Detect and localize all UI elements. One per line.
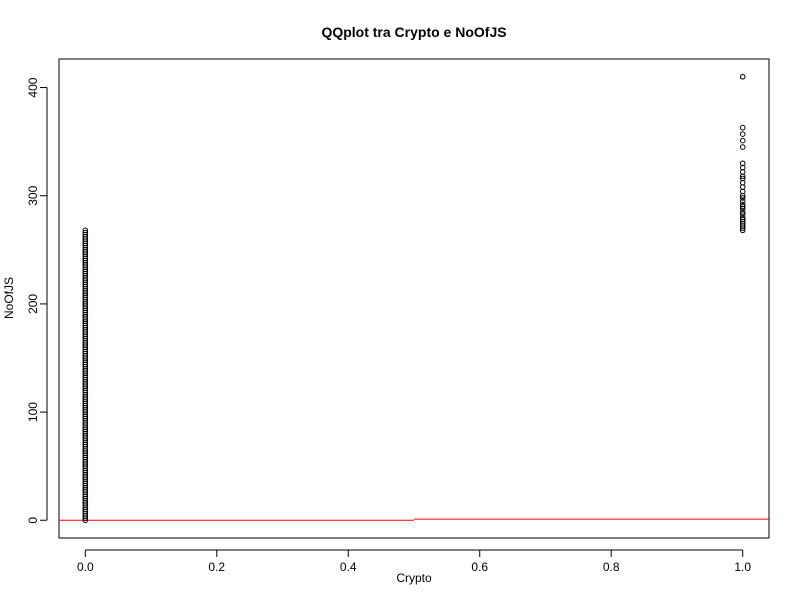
x-tick-label: 0.6 (471, 560, 488, 574)
data-point (739, 216, 746, 223)
plot-frame (58, 58, 770, 539)
y-tick-label: 0 (26, 517, 40, 524)
y-tick-label: 300 (26, 185, 40, 205)
x-tick-label: 0.0 (77, 560, 94, 574)
x-axis-label: Crypto (396, 571, 432, 585)
data-point (739, 201, 746, 208)
data-point (739, 198, 746, 204)
data-point (739, 175, 746, 182)
chart-title: QQplot tra Crypto e NoOfJS (321, 24, 506, 40)
data-point (739, 160, 746, 167)
data-point (82, 229, 89, 236)
reference-lines (59, 518, 769, 521)
data-point (739, 214, 746, 221)
y-tick-label: 400 (26, 77, 40, 97)
data-point (739, 124, 746, 131)
data-point (82, 227, 89, 234)
data-point (739, 131, 746, 137)
y-axis: 0 100 200 300 400 (26, 77, 48, 524)
data-point (739, 144, 746, 150)
data-point (739, 203, 746, 210)
data-point (739, 137, 746, 144)
x-tick-label: 1.0 (734, 560, 751, 574)
y-tick-label: 100 (26, 402, 40, 422)
x-axis: 0.0 0.2 0.4 0.6 0.8 1.0 (77, 549, 751, 574)
x-tick-label: 0.8 (603, 560, 620, 574)
data-point (739, 209, 746, 215)
data-point (739, 195, 746, 201)
data-points (82, 73, 746, 524)
x-tick-label: 0.4 (340, 560, 357, 574)
x-tick-label: 0.2 (208, 560, 225, 574)
data-point (739, 211, 746, 217)
data-point (739, 73, 746, 80)
y-axis-label: NoOfJS (2, 277, 16, 319)
y-tick-label: 200 (26, 294, 40, 314)
